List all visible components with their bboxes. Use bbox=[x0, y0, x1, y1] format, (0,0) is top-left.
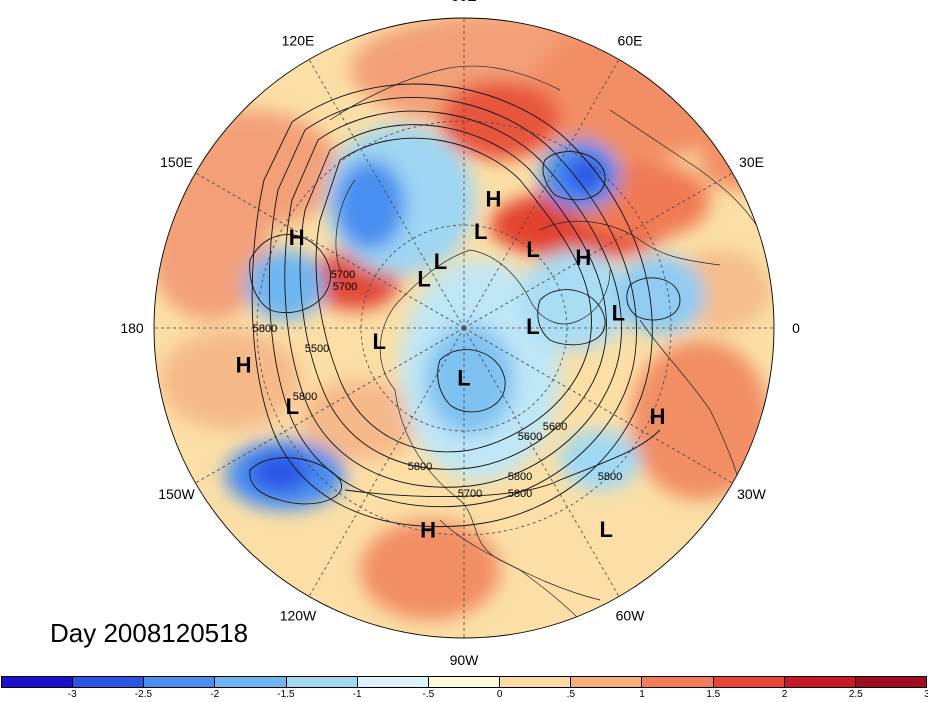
longitude-label: 150E bbox=[160, 154, 193, 170]
longitude-label: 0 bbox=[792, 320, 800, 336]
colorbar-tick-label: -.5 bbox=[422, 689, 435, 700]
longitude-label: 90E bbox=[452, 0, 477, 4]
contour-label: 5800 bbox=[253, 323, 277, 335]
colorbar-swatch bbox=[500, 677, 572, 687]
low-pressure-label: L bbox=[612, 300, 625, 325]
longitude-label: 30E bbox=[739, 154, 764, 170]
meridian-line bbox=[463, 327, 620, 597]
contour-label: 5800 bbox=[408, 461, 432, 473]
colorbar-tick-label: -2.5 bbox=[134, 689, 153, 700]
colorbar-swatch bbox=[2, 677, 74, 687]
contour-label: 5700 bbox=[331, 269, 355, 281]
colorbar-tick-label: -3 bbox=[67, 689, 77, 700]
contour-label: 5800 bbox=[293, 391, 317, 403]
high-pressure-label: H bbox=[289, 225, 305, 250]
low-pressure-label: L bbox=[457, 365, 470, 390]
meridian-line bbox=[308, 327, 465, 597]
low-pressure-label: L bbox=[600, 517, 613, 542]
contour-label: 5500 bbox=[305, 343, 329, 355]
map-border bbox=[153, 17, 775, 639]
colorbar-swatch bbox=[286, 677, 358, 687]
colorbar-tick-label: 2 bbox=[781, 689, 788, 700]
contour-label: 5700 bbox=[458, 488, 482, 500]
coastlines bbox=[329, 65, 761, 621]
high-pressure-label: H bbox=[485, 186, 501, 211]
longitude-label: 60E bbox=[618, 32, 643, 48]
colorbar bbox=[1, 676, 927, 688]
contour-label: 5600 bbox=[543, 421, 567, 433]
longitude-label: 90W bbox=[450, 652, 480, 668]
colorbar-swatch bbox=[215, 677, 287, 687]
colorbar-swatch bbox=[571, 677, 643, 687]
low-pressure-label: L bbox=[372, 329, 385, 354]
colorbar-tick-label: -2 bbox=[210, 689, 220, 700]
meridian-line bbox=[195, 327, 465, 484]
height-contours bbox=[249, 83, 681, 528]
meridian-line bbox=[195, 172, 465, 329]
longitude-label: 30W bbox=[737, 486, 767, 502]
meridian-line bbox=[463, 59, 620, 329]
colorbar-tick-label: -1.5 bbox=[277, 689, 295, 700]
high-pressure-label: H bbox=[650, 404, 666, 429]
colorbar-tick-label: 3 bbox=[924, 689, 928, 700]
colorbar-swatch bbox=[855, 677, 927, 687]
colorbar-swatch bbox=[713, 677, 785, 687]
colorbar-swatch bbox=[73, 677, 145, 687]
longitude-label: 120E bbox=[282, 32, 315, 48]
low-pressure-label: L bbox=[286, 394, 299, 419]
longitude-labels: 90E 60E 30E 0 30W 60W 90W 120W 150W 180 150E 120E bbox=[120, 0, 800, 668]
colorbar-swatch bbox=[642, 677, 714, 687]
low-pressure-label: L bbox=[434, 249, 447, 274]
colorbar-tick-label: .5 bbox=[566, 689, 576, 700]
colorbar-swatch bbox=[428, 677, 501, 687]
low-pressure-label: L bbox=[526, 314, 539, 339]
graticule bbox=[154, 18, 774, 638]
high-pressure-label: H bbox=[575, 245, 591, 270]
colorbar-tick-label: 2.5 bbox=[848, 689, 863, 700]
meridian-line bbox=[463, 327, 733, 484]
contour-label: 5600 bbox=[518, 431, 542, 443]
low-pressure-label: L bbox=[526, 237, 539, 262]
high-pressure-label: H bbox=[420, 517, 436, 542]
colorbar-tick-label: 1 bbox=[639, 689, 645, 700]
map-title: Day 2008120518 bbox=[50, 618, 249, 648]
longitude-label: 120W bbox=[280, 608, 317, 624]
longitude-label: 60W bbox=[616, 608, 646, 624]
low-pressure-label: L bbox=[417, 266, 430, 291]
meridian-line bbox=[463, 172, 733, 329]
longitude-label: 180 bbox=[120, 320, 144, 336]
colorbar-swatch bbox=[357, 677, 429, 687]
contour-label: 5800 bbox=[598, 471, 622, 483]
meridian-line bbox=[308, 59, 465, 329]
contour-label: 5800 bbox=[508, 471, 532, 483]
temperature-anomaly-field bbox=[154, 18, 774, 638]
high-pressure-label: H bbox=[236, 353, 252, 378]
colorbar-tick-label: 0 bbox=[496, 689, 503, 700]
contour-label: 5800 bbox=[508, 488, 532, 500]
contour-label: 5700 bbox=[333, 281, 357, 293]
colorbar-tick-label: 1.5 bbox=[706, 689, 721, 700]
colorbar-tick-label: -1 bbox=[352, 689, 362, 700]
longitude-label: 150W bbox=[158, 486, 195, 502]
colorbar-tick-labels: -3 -2.5 -2 -1.5 -1 -.5 0 .5 1 1.5 2 2.5 3 bbox=[0, 689, 928, 702]
colorbar-swatch bbox=[144, 677, 216, 687]
low-pressure-label: L bbox=[474, 219, 487, 244]
colorbar-swatch bbox=[784, 677, 856, 687]
